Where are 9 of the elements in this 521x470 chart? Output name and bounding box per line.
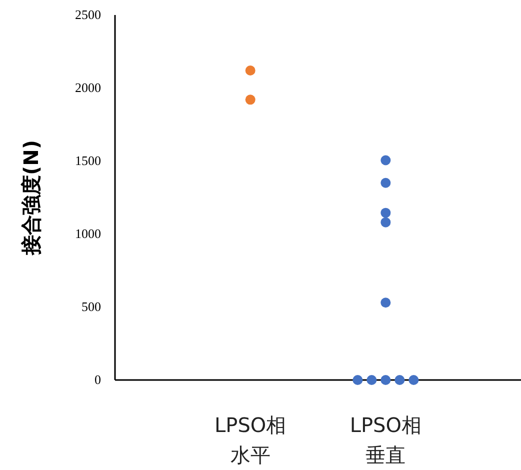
y-tick-label: 0	[94, 372, 101, 388]
y-tick-label: 1000	[75, 226, 101, 242]
y-tick-label: 2500	[75, 7, 101, 22]
y-tick-label: 2000	[75, 80, 101, 96]
x-tick-label: LPSO相水平	[214, 413, 286, 467]
y-axis-title: 接合強度(N)	[19, 140, 43, 256]
y-tick-label: 1500	[75, 153, 101, 168]
x-tick-label: LPSO相垂直	[350, 413, 422, 467]
y-tick-label: 500	[82, 299, 101, 314]
